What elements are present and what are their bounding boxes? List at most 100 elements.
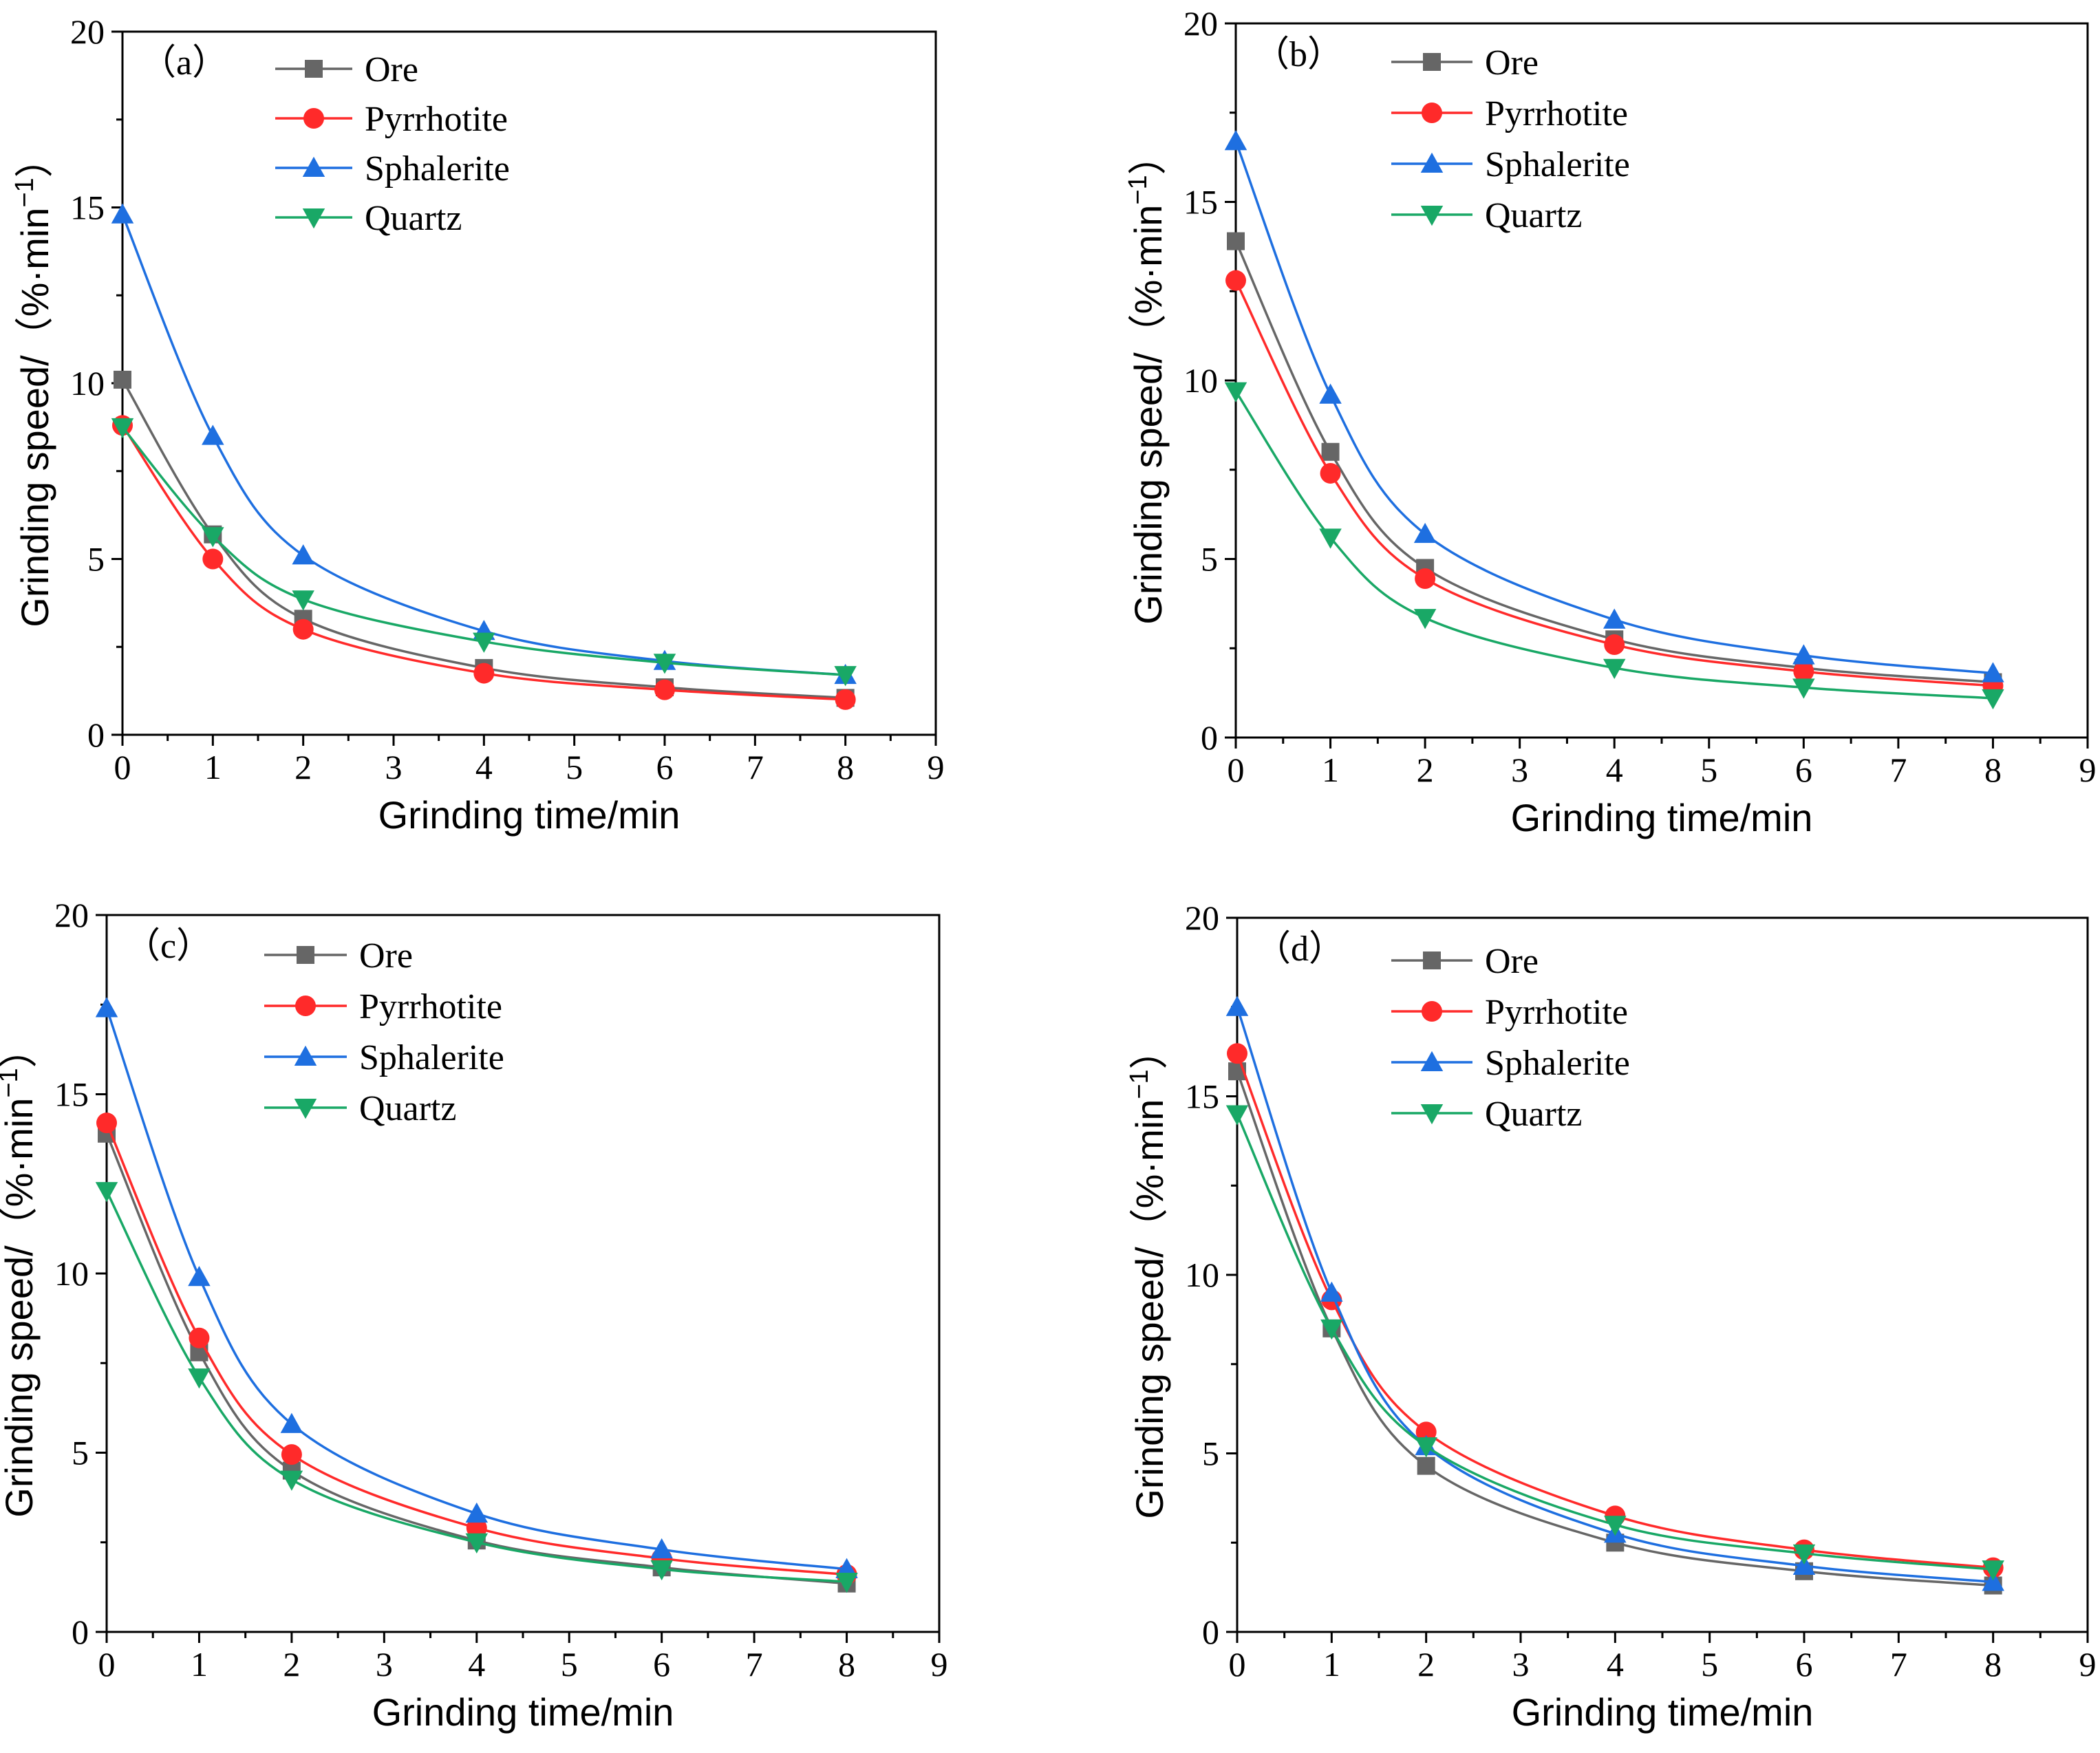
legend-label-ore: Ore	[359, 936, 413, 976]
x-tick-label: 0	[114, 748, 131, 786]
y-tick-label: 0	[1202, 1613, 1219, 1651]
series-line-quartz	[1234, 390, 1993, 700]
x-tick-label: 9	[2079, 751, 2097, 789]
data-point-quartz	[1413, 609, 1437, 630]
x-axis-title: Grinding time/min	[1511, 796, 1813, 839]
data-point-quartz	[1319, 528, 1342, 549]
series-line-pyrrhotite	[1236, 1053, 1993, 1569]
legend-label-quartz: Quartz	[1485, 1095, 1582, 1134]
x-tick-label: 9	[928, 748, 945, 786]
data-point-sphalerite	[202, 424, 224, 445]
panel-label: （d）	[1255, 929, 1344, 969]
data-point-sphalerite	[1413, 522, 1437, 544]
data-point-ore	[1227, 232, 1245, 250]
data-point-pyrrhotite	[1320, 462, 1341, 484]
series-line-sphalerite	[121, 214, 846, 676]
x-tick-label: 6	[1796, 1645, 1813, 1684]
data-point-ore	[1321, 442, 1340, 461]
y-tick-label: 15	[1185, 1077, 1219, 1116]
legend-label-quartz: Quartz	[359, 1089, 456, 1128]
x-tick-label: 2	[1417, 1645, 1435, 1684]
legend-label-sphalerite: Sphalerite	[1485, 1044, 1630, 1083]
data-point-pyrrhotite	[1793, 660, 1814, 682]
x-tick-label: 7	[1889, 751, 1907, 789]
legend-marker-quartz	[294, 1099, 317, 1119]
data-point-pyrrhotite	[1415, 1421, 1437, 1443]
legend-marker-quartz	[1420, 1104, 1444, 1125]
y-axis-title: Grinding speed/（%·min−1）	[1125, 1031, 1171, 1518]
x-tick-label: 6	[1795, 751, 1812, 789]
x-tick-label: 8	[1984, 751, 2002, 789]
y-axis-title: Grinding speed/（%·min−1）	[1124, 136, 1170, 624]
data-point-sphalerite	[1225, 996, 1249, 1016]
y-tick-label: 10	[54, 1254, 89, 1293]
legend-marker-pyrrhotite	[303, 108, 324, 129]
panel-label: （a）	[140, 43, 228, 83]
y-tick-label: 0	[72, 1613, 89, 1651]
x-tick-label: 5	[561, 1645, 578, 1684]
series-line-quartz	[1236, 1113, 1993, 1571]
data-point-quartz	[650, 1560, 673, 1581]
x-tick-label: 8	[1984, 1645, 2002, 1684]
x-tick-label: 1	[191, 1645, 208, 1684]
x-tick-label: 1	[204, 748, 222, 786]
y-tick-label: 5	[1202, 1434, 1219, 1473]
data-point-quartz	[465, 1533, 489, 1553]
x-tick-label: 4	[1606, 751, 1623, 789]
data-point-sphalerite	[280, 1412, 303, 1433]
series-line-ore	[105, 1133, 847, 1585]
plot-frame	[105, 914, 941, 1633]
series-line-pyrrhotite	[121, 424, 846, 701]
series-line-quartz	[105, 1190, 847, 1583]
data-point-quartz	[1792, 678, 1815, 699]
data-point-ore	[1417, 1456, 1435, 1475]
x-tick-label: 8	[837, 748, 854, 786]
data-point-pyrrhotite	[1415, 568, 1436, 590]
x-tick-label: 4	[475, 748, 493, 786]
data-point-pyrrhotite	[835, 689, 856, 710]
series-line-pyrrhotite	[105, 1122, 847, 1576]
x-tick-label: 7	[747, 748, 764, 786]
data-point-sphalerite	[465, 1502, 489, 1523]
x-tick-label: 4	[1607, 1645, 1624, 1684]
data-point-pyrrhotite	[1227, 1043, 1247, 1064]
y-tick-label: 5	[1201, 540, 1218, 579]
legend: Ore Pyrrhotite Sphalerite Quartz	[275, 50, 510, 238]
panel-0: 0 1 2 3 4 5 6 7 8 9 0 5 10 15 20 Grinding time/min Grind…	[10, 12, 945, 837]
x-tick-label: 5	[1701, 1645, 1718, 1684]
legend-marker-ore	[1423, 53, 1441, 71]
data-point-pyrrhotite	[189, 1327, 210, 1348]
legend: Ore Pyrrhotite Sphalerite Quartz	[264, 936, 504, 1128]
panel-3: 0 1 2 3 4 5 6 7 8 9 0 5 10 15 20 Grinding time/min Grind…	[1125, 899, 2097, 1734]
data-point-quartz	[834, 666, 857, 687]
data-point-pyrrhotite	[1604, 634, 1625, 656]
data-point-sphalerite	[188, 1265, 211, 1287]
legend-label-quartz: Quartz	[365, 199, 462, 238]
y-tick-label: 0	[87, 716, 105, 754]
data-point-sphalerite	[1603, 608, 1626, 629]
series-line-ore	[1234, 240, 1993, 684]
data-point-quartz	[473, 632, 495, 653]
legend-label-ore: Ore	[1485, 43, 1539, 83]
data-point-quartz	[280, 1470, 303, 1491]
legend: Ore Pyrrhotite Sphalerite Quartz	[1391, 942, 1630, 1134]
legend-label-quartz: Quartz	[1485, 196, 1582, 235]
x-tick-label: 1	[1322, 751, 1339, 789]
y-axis-title: Grinding speed/（%·min−1）	[10, 139, 56, 627]
legend-marker-ore	[297, 946, 314, 964]
data-point-quartz	[111, 418, 134, 439]
data-point-sphalerite	[1224, 130, 1247, 151]
x-tick-label: 6	[656, 748, 674, 786]
series-line-ore	[1236, 1071, 1993, 1587]
x-tick-label: 4	[468, 1645, 485, 1684]
series-line-pyrrhotite	[1234, 279, 1993, 687]
data-point-ore	[114, 370, 131, 389]
data-point-quartz	[1415, 1437, 1437, 1458]
x-tick-label: 3	[376, 1645, 393, 1684]
legend-marker-ore	[305, 60, 323, 78]
data-point-sphalerite	[95, 997, 118, 1018]
y-tick-label: 20	[1185, 899, 1219, 937]
x-axis-title: Grinding time/min	[372, 1690, 674, 1734]
legend-marker-sphalerite	[1420, 152, 1444, 173]
